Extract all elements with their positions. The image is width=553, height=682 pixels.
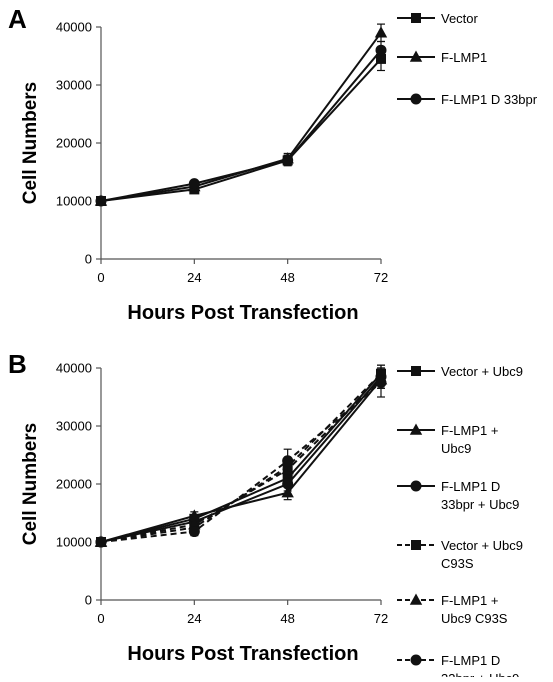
series-line — [100, 376, 382, 543]
data-point — [375, 377, 387, 388]
x-axis-label: Hours Post Transfection — [127, 302, 358, 324]
y-tick-label: 0 — [85, 252, 92, 267]
series-2 — [94, 23, 388, 206]
series-3 — [95, 40, 387, 207]
series-line — [100, 378, 382, 543]
legend-marker — [410, 480, 422, 492]
y-axis-label: Cell Numbers — [20, 423, 41, 545]
legend-label: Ubc9 — [441, 441, 471, 456]
x-tick-label: 0 — [97, 611, 104, 626]
series-line — [100, 381, 382, 543]
legend-label: F-LMP1 D 33bpr — [441, 92, 538, 107]
data-point — [188, 526, 200, 538]
series-5 — [94, 370, 388, 547]
legend-label: 33bpr + Ubc9 — [441, 497, 519, 512]
x-tick-label: 72 — [374, 611, 388, 626]
chart-panel-b: B 0 10000 20000 30000 40000 0 24 48 72 Cell Number… — [8, 349, 523, 682]
legend-item: F-LMP1 + Ubc9 C93S — [397, 593, 508, 626]
data-point — [95, 195, 107, 207]
legend-item: Vector + Ubc9 C93S — [397, 538, 523, 571]
legend-item: F-LMP1 + Ubc9 — [397, 423, 498, 456]
legend-label: Ubc9 C93S — [441, 611, 508, 626]
series-3 — [95, 367, 387, 548]
legend-marker — [411, 540, 421, 550]
series-line — [100, 58, 382, 202]
series-line — [100, 373, 382, 543]
data-point — [188, 178, 200, 190]
legend-item: Vector — [397, 11, 479, 26]
series-4 — [96, 364, 386, 547]
legend-label: Vector + Ubc9 — [441, 364, 523, 379]
legend-label: F-LMP1 + — [441, 593, 498, 608]
legend-panel-a: Vector F-LMP1 F-LMP1 D 33bpr — [397, 11, 538, 107]
panel-letter: B — [8, 349, 27, 379]
panel-letter: A — [8, 4, 27, 34]
legend-label: F-LMP1 D — [441, 479, 500, 494]
y-tick-label: 40000 — [56, 361, 92, 376]
y-tick-label: 20000 — [56, 477, 92, 492]
x-tick-label: 24 — [187, 611, 201, 626]
legend-label: F-LMP1 + — [441, 423, 498, 438]
data-point — [95, 536, 107, 548]
x-tick-label: 48 — [280, 611, 294, 626]
legend-label: 33bpr + Ubc9 — [441, 671, 519, 677]
data-point — [282, 154, 294, 166]
y-tick-label: 30000 — [56, 78, 92, 93]
y-tick-label: 10000 — [56, 194, 92, 209]
legend-label: Vector — [441, 11, 479, 26]
data-point — [282, 455, 294, 467]
legend-marker — [409, 423, 423, 435]
legend-panel-b: Vector + Ubc9 F-LMP1 + Ubc9 F-LMP1 D 33bpr +… — [397, 364, 523, 682]
data-point — [375, 44, 387, 56]
series-1 — [96, 46, 386, 206]
series-line — [100, 49, 382, 202]
legend-marker — [409, 593, 423, 605]
data-point — [188, 518, 201, 530]
legend-marker — [410, 93, 422, 105]
x-tick-label: 48 — [280, 270, 294, 285]
y-axis-label: Cell Numbers — [20, 82, 41, 204]
legend-marker — [411, 13, 421, 23]
series-6 — [95, 367, 387, 548]
legend-item: F-LMP1 D 33bpr — [397, 92, 538, 107]
x-tick-label: 0 — [97, 270, 104, 285]
series-line — [100, 378, 382, 543]
y-tick-label: 30000 — [56, 419, 92, 434]
y-tick-label: 40000 — [56, 20, 92, 35]
legend-label: F-LMP1 — [441, 50, 487, 65]
x-tick-label: 24 — [187, 270, 201, 285]
x-tick-label: 72 — [374, 270, 388, 285]
legend-item: F-LMP1 — [397, 50, 487, 65]
legend-label: F-LMP1 D — [441, 653, 500, 668]
legend-marker — [411, 366, 421, 376]
series-2 — [94, 370, 388, 547]
y-tick-label: 10000 — [56, 535, 92, 550]
legend-item: F-LMP1 D 33bpr + Ubc9 — [397, 479, 519, 512]
y-tick-label: 0 — [85, 593, 92, 608]
legend-marker — [409, 50, 423, 62]
legend-label: C93S — [441, 556, 474, 571]
series-1 — [96, 364, 386, 547]
legend-label: Vector + Ubc9 — [441, 538, 523, 553]
y-tick-label: 20000 — [56, 136, 92, 151]
data-point — [374, 26, 388, 38]
data-point — [282, 478, 294, 490]
data-point — [281, 486, 294, 498]
series-line — [100, 373, 382, 543]
legend-marker — [410, 654, 422, 666]
x-axis-label: Hours Post Transfection — [127, 643, 358, 665]
legend-item: Vector + Ubc9 — [397, 364, 523, 379]
chart-panel-a: A 0 10000 20000 30000 40000 0 24 48 72 Cell Number… — [8, 4, 538, 324]
